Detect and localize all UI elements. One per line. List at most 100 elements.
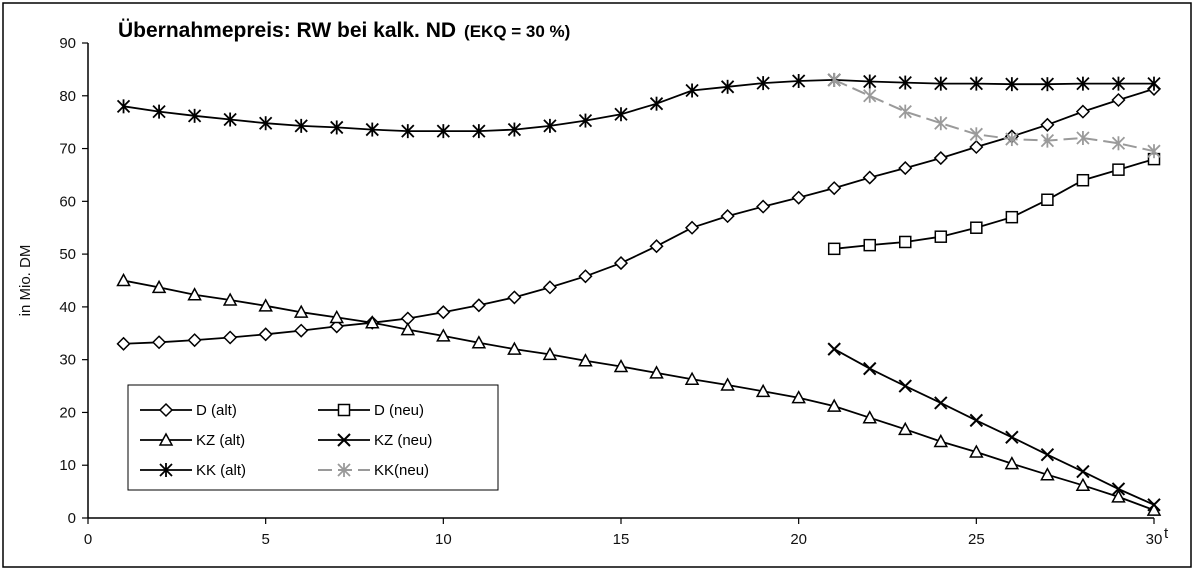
data-point-d-alt [969,139,984,155]
y-tick-label: 10 [59,457,76,474]
legend-label: KK (alt) [196,462,246,479]
legend-marker [337,463,351,477]
data-point-kz-neu [1111,482,1126,496]
series-line-d-neu [834,158,1155,250]
data-point-kk-alt [507,122,522,137]
series-kk-neu [827,72,1161,159]
data-point-kk-alt [685,83,699,98]
data-point-kz-alt [933,433,949,448]
series-kk-alt [116,72,1161,139]
legend-item-kk-alt: KK (alt) [140,462,246,479]
data-point-kk-neu [1076,131,1090,145]
legend-item-kz-alt: KZ (alt) [140,432,245,449]
data-point-kk-alt [187,108,202,123]
series-line-kk-alt [123,78,1154,133]
data-point-d-neu [1041,193,1054,206]
legend-item-d-alt: D (alt) [140,402,237,419]
x-tick-label: 15 [613,531,630,548]
data-point-kk-neu [1111,136,1126,151]
data-point-kk-neu [898,104,912,119]
y-axis-title: in Mio. DM [17,245,34,317]
y-tick-label: 40 [59,299,76,316]
data-point-kz-alt [1146,502,1162,516]
data-point-kk-alt [614,107,628,122]
data-point-kk-alt [259,116,273,131]
legend-box [127,384,499,491]
y-tick-label: 0 [68,510,76,527]
data-point-d-alt [329,319,344,334]
data-point-d-alt [613,256,629,271]
data-point-kk-alt [649,96,664,111]
data-point-kk-alt [543,118,557,133]
legend-label: D (alt) [196,402,237,419]
data-point-d-alt [294,323,309,338]
data-point-d-neu [1005,210,1019,224]
x-axis-title: t [1164,525,1169,542]
data-point-kk-alt [1040,77,1055,92]
data-point-d-alt [258,327,273,342]
data-point-kz-neu [1076,464,1090,479]
data-point-kz-alt [471,335,487,349]
x-tick-label: 10 [435,531,452,548]
data-point-kk-neu [1005,132,1019,147]
legend-marker [337,403,351,417]
series-d-alt [116,81,1162,351]
data-point-d-alt [507,290,522,305]
legend-item-d-neu: D (neu) [318,402,424,419]
legend-item-kk-neu: KK(neu) [318,462,429,479]
data-point-kz-alt [862,410,877,424]
data-point-d-alt [152,335,167,350]
series-line-kz-neu [833,348,1155,506]
data-point-d-neu [827,242,841,256]
series-line-kk-neu [833,78,1155,153]
legend-marker [158,402,174,418]
data-point-kk-alt [1005,77,1019,92]
data-point-kz-alt [116,272,131,287]
data-point-kk-alt [720,79,735,94]
data-point-d-alt [471,298,486,313]
data-point-kz-neu [1040,447,1055,462]
data-point-kz-alt [1004,456,1020,470]
axes: 0 10 20 30 40 50 60 70 80 90 0 5 10 15 20 25 30 [59,35,1162,548]
x-tick-label: 0 [84,531,92,548]
data-point-d-alt [542,280,557,295]
data-point-kz-alt [791,390,806,404]
data-point-kz-alt [187,287,202,301]
x-tick-label: 5 [261,531,269,548]
data-point-kk-neu [934,116,948,131]
data-point-kk-neu [1040,133,1055,148]
data-point-kz-alt [649,365,664,379]
chart-subtitle: (EKQ = 30 %) [464,22,570,41]
data-point-kk-neu [969,127,983,142]
x-tick-label: 25 [968,531,985,548]
data-point-kz-alt [898,421,913,436]
data-point-d-alt [933,150,948,166]
y-tick-label: 90 [59,35,76,52]
data-point-kk-alt [898,75,912,90]
data-point-kk-alt [223,112,237,127]
data-point-kz-alt [258,298,273,312]
data-point-d-alt [436,305,451,320]
legend-marker [158,432,174,446]
data-point-kz-alt [969,444,984,458]
data-point-d-alt [827,181,842,196]
data-point-kz-alt [293,304,309,318]
data-point-kk-alt [934,76,948,91]
data-point-kk-alt [863,74,877,89]
data-point-kk-alt [969,76,983,91]
data-point-d-neu [1076,173,1090,187]
data-point-d-neu [863,238,876,252]
data-point-kz-alt [720,377,735,391]
data-point-kz-neu [827,342,841,356]
data-point-kz-alt [507,341,522,355]
y-tick-label: 20 [59,404,76,421]
data-point-kk-alt [578,113,593,128]
data-point-kz-neu [934,396,948,410]
x-tick-label: 30 [1146,531,1163,548]
data-point-d-alt [187,333,202,348]
data-point-kz-alt [826,398,842,412]
legend-label: KZ (alt) [196,432,245,449]
legend-label: KK(neu) [374,462,429,479]
data-point-d-alt [898,161,913,176]
